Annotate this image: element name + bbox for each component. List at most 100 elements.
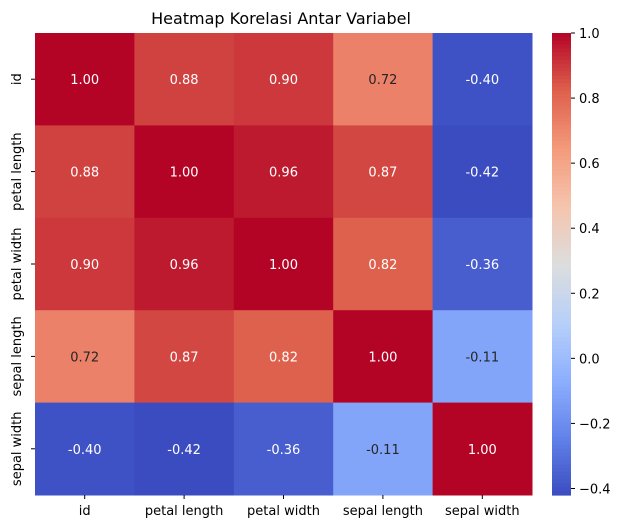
y-axis: id petal length petal width sepal length sep… <box>10 73 35 486</box>
colorbar-gradient-segment <box>552 163 571 169</box>
heatmap-cell-labels: 1.00 0.88 0.90 0.72 -0.40 0.88 1.00 0.96 0.87 -0.… <box>68 73 499 458</box>
colorbar-gradient-segment <box>552 202 571 207</box>
cell-value-label: 0.88 <box>170 73 199 88</box>
cell-value-label: 0.82 <box>368 258 397 273</box>
heatmap-cell <box>134 310 235 404</box>
cell-value-label: 1.00 <box>468 443 497 458</box>
colorbar-gradient-segment <box>552 294 571 300</box>
heatmap-cell <box>333 402 434 496</box>
colorbar-gradient-segment <box>552 267 571 273</box>
colorbar-tick-label: −0.4 <box>579 482 611 497</box>
colorbar-gradient-segment <box>552 190 571 196</box>
colorbar-gradient-segment <box>552 79 571 84</box>
colorbar-gradient-segment <box>552 387 571 392</box>
colorbar-gradient-segment <box>552 144 571 150</box>
heatmap-cell <box>233 310 334 404</box>
cell-value-label: 0.72 <box>368 73 397 88</box>
colorbar-gradient-segment <box>552 491 571 496</box>
cell-value-label: -0.11 <box>465 350 499 365</box>
colorbar-gradient-segment <box>552 67 571 73</box>
colorbar-gradient-segment <box>552 94 571 100</box>
heatmap-cell <box>233 217 334 311</box>
colorbar-gradient-segment <box>552 179 571 184</box>
x-tick-label: petal length <box>145 504 224 519</box>
colorbar-gradient-segment <box>552 167 571 173</box>
colorbar-gradient-segment <box>552 475 571 481</box>
x-axis: id petal length petal width sepal length sep… <box>79 495 520 519</box>
cell-value-label: 0.88 <box>70 166 99 181</box>
y-tick-label: petal length <box>10 132 25 211</box>
cell-value-label: 0.96 <box>170 258 199 273</box>
colorbar-gradient-segment <box>552 460 571 465</box>
colorbar-gradient-segment <box>552 160 571 165</box>
colorbar-gradient-segment <box>552 175 571 180</box>
heatmap-cell <box>134 33 235 126</box>
colorbar-gradient-segment <box>552 63 571 69</box>
heatmap-cell <box>432 310 533 404</box>
colorbar-gradient-segment <box>552 483 571 488</box>
heatmap-cell <box>35 310 135 404</box>
colorbar-gradient-segment <box>552 317 571 323</box>
colorbar-tick-label: 0.2 <box>579 287 600 302</box>
colorbar-gradient-segment <box>552 75 571 80</box>
colorbar-gradient-segment <box>552 383 571 388</box>
colorbar-gradient-segment <box>552 140 571 146</box>
cell-value-label: 0.96 <box>269 166 298 181</box>
cell-value-label: -0.42 <box>465 166 499 181</box>
colorbar-gradient-segment <box>552 86 571 92</box>
heatmap-cell <box>35 402 135 496</box>
colorbar-gradient-segment <box>552 367 571 373</box>
colorbar-gradient-segment <box>552 198 571 203</box>
heatmap-cell <box>35 217 135 311</box>
colorbar-tick-label: 0.0 <box>579 352 600 367</box>
colorbar-gradient-segment <box>552 248 571 254</box>
heatmap-cell <box>432 125 533 219</box>
colorbar-gradient-segment <box>552 136 571 142</box>
colorbar-gradient-segment <box>552 271 571 277</box>
colorbar-gradient-segment <box>552 456 571 461</box>
x-tick-label: sepal width <box>445 504 520 519</box>
heatmap-cell <box>432 217 533 311</box>
colorbar-gradient-segment <box>552 441 571 446</box>
colorbar-gradient-segment <box>552 52 571 57</box>
x-tick-label: sepal length <box>343 504 423 519</box>
colorbar-gradient-segment <box>552 221 571 227</box>
cell-value-label: 0.90 <box>269 73 298 88</box>
heatmap-cell <box>432 33 533 126</box>
colorbar-gradient-segment <box>552 425 571 431</box>
colorbar-gradient-segment <box>552 210 571 215</box>
cell-value-label: 1.00 <box>269 258 298 273</box>
heatmap-cell <box>134 125 235 219</box>
colorbar-gradient-segment <box>552 279 571 284</box>
colorbar: −0.4 −0.2 0.0 0.2 0.4 0.6 0.8 1.0 <box>552 27 611 497</box>
colorbar-gradient-segment <box>552 471 571 477</box>
colorbar-gradient-segment <box>552 106 571 111</box>
colorbar-gradient-segment <box>552 183 571 188</box>
colorbar-gradient-segment <box>552 310 571 315</box>
colorbar-gradient-segment <box>552 40 571 46</box>
colorbar-gradient-segment <box>552 71 571 76</box>
colorbar-gradient-segment <box>552 264 571 269</box>
colorbar-gradient-segment <box>552 252 571 257</box>
colorbar-gradient-segment <box>552 314 571 319</box>
colorbar-gradient-segment <box>552 421 571 427</box>
cell-value-label: 0.90 <box>70 258 99 273</box>
heatmap-cell <box>35 125 135 219</box>
chart-title: Heatmap Korelasi Antar Variabel <box>151 9 411 28</box>
heatmap-cell <box>233 33 334 126</box>
colorbar-gradient-segment <box>552 233 571 238</box>
colorbar-gradient-segment <box>552 152 571 157</box>
cell-value-label: -0.42 <box>167 443 201 458</box>
colorbar-gradient-segment <box>552 121 571 126</box>
cell-value-label: 0.87 <box>170 350 199 365</box>
colorbar-gradient-segment <box>552 98 571 103</box>
colorbar-gradient-segment <box>552 275 571 280</box>
colorbar-gradient-segment <box>552 487 571 492</box>
colorbar-tick-label: −0.2 <box>579 417 611 432</box>
colorbar-gradient-segment <box>552 468 571 473</box>
colorbar-gradient-segment <box>552 321 571 327</box>
cell-value-label: 0.87 <box>368 166 397 181</box>
colorbar-gradient-segment <box>552 410 571 415</box>
colorbar-gradient-segment <box>552 344 571 350</box>
colorbar-tick-label: 0.6 <box>579 157 600 172</box>
